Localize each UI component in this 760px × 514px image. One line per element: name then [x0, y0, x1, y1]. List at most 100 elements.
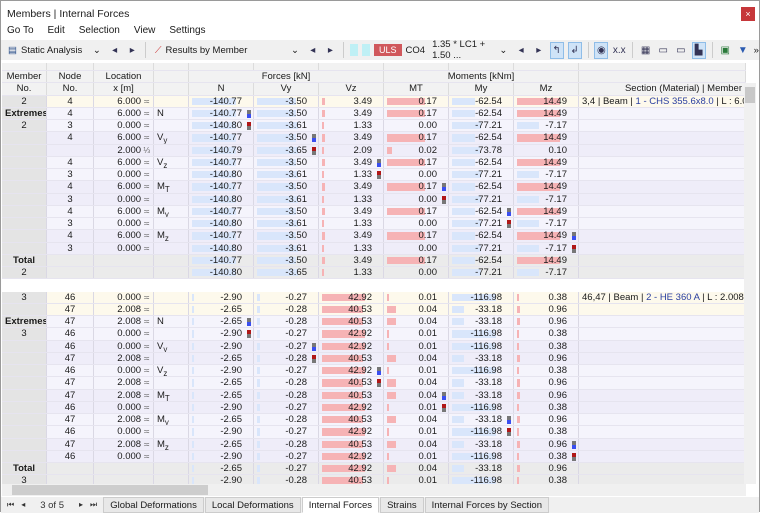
- value-bar: [257, 195, 298, 203]
- select-back-icon[interactable]: ↲: [567, 41, 582, 59]
- total-row[interactable]: Total -2.65 -0.27 42.92 0.04 -33.18 0.96: [2, 463, 746, 476]
- header-member-no[interactable]: No.: [2, 83, 47, 95]
- node-cell: [47, 254, 94, 266]
- horizontal-scrollbar[interactable]: [2, 484, 746, 496]
- extreme-row[interactable]: 3 46 0.000 ≍ -2.90 -0.27 42.92 0.01 -116.98 0.38: [2, 328, 746, 341]
- member-cell: [2, 340, 47, 352]
- header-vy[interactable]: Vy: [254, 83, 319, 95]
- extreme-row[interactable]: 46 0.000 ≍ -2.90 -0.27 42.92 0.01 -116.98 0.38: [2, 426, 746, 439]
- extreme-row[interactable]: 2.000 ⅓ -140.79 -3.65 2.09 0.02 -73.78 0.10: [2, 144, 746, 157]
- tab-global-deformations[interactable]: Global Deformations: [103, 497, 204, 513]
- value-cell: -2.90: [189, 340, 254, 352]
- extreme-row[interactable]: 47 2.008 ≍ -2.65 -0.28 40.53 0.04 -33.18 0.96: [2, 352, 746, 365]
- extreme-row[interactable]: 3 0.000 ≍ -140.80 -3.61 1.33 0.00 -77.21 -7.17: [2, 193, 746, 206]
- header-n[interactable]: N: [189, 83, 254, 95]
- extreme-row[interactable]: 46 0.000 ≍ Vz -2.90 -0.27 42.92 0.01 -116.98 0.3…: [2, 365, 746, 378]
- extreme-row[interactable]: 46 0.000 ≍ -2.90 -0.27 42.92 0.01 -116.98 0.38: [2, 401, 746, 414]
- header-section[interactable]: Section (Material) | Member: [579, 83, 746, 95]
- extreme-row[interactable]: 4 6.000 ≍ Mz -140.77 -3.50 3.49 0.17 -62.54 14.4…: [2, 230, 746, 243]
- next-page-icon[interactable]: ▸: [79, 499, 84, 509]
- extreme-row[interactable]: 3 0.000 ≍ -140.80 -3.61 1.33 0.00 -77.21 -7.17: [2, 242, 746, 255]
- member-row[interactable]: 47 2.008 ≍ -2.65 -0.28 40.53 0.04 -33.18 0.96: [2, 303, 746, 316]
- menu-goto[interactable]: Go To: [7, 25, 34, 36]
- header-location-x[interactable]: x [m]: [94, 83, 154, 95]
- value-bar: [257, 207, 297, 215]
- header-mt[interactable]: MT: [384, 83, 449, 95]
- close-button[interactable]: ×: [741, 7, 755, 21]
- value-cell: 0.96: [514, 303, 579, 315]
- header-vz[interactable]: Vz: [319, 83, 384, 95]
- first-page-icon[interactable]: ⏮: [7, 499, 15, 509]
- value-bar: [517, 232, 561, 240]
- extreme-row[interactable]: 47 2.008 ≍ -2.65 -0.28 40.53 0.04 -33.18 0.96: [2, 377, 746, 390]
- extreme-row[interactable]: 47 2.008 ≍ MT -2.65 -0.28 40.53 0.04 -33.18 0.96: [2, 389, 746, 402]
- location-type-icon: ≍: [141, 341, 150, 351]
- header-member[interactable]: Member: [2, 71, 47, 83]
- last-page-icon[interactable]: ⏭: [90, 499, 98, 509]
- header-node-no[interactable]: No.: [47, 83, 94, 95]
- tab-internal-forces[interactable]: Internal Forces: [301, 497, 380, 513]
- extreme-row[interactable]: 3 0.000 ≍ -140.80 -3.61 1.33 0.00 -77.21 -7.17: [2, 218, 746, 231]
- tab-local-deformations[interactable]: Local Deformations: [204, 497, 301, 513]
- prev-arrow-icon[interactable]: ◂: [518, 44, 524, 56]
- table-icon[interactable]: ▦: [640, 44, 651, 56]
- header-location[interactable]: Location: [94, 71, 154, 83]
- extreme-row[interactable]: 46 0.000 ≍ Vy -2.90 -0.27 42.92 0.01 -116.98 0.3…: [2, 340, 746, 353]
- menu-edit[interactable]: Edit: [47, 25, 65, 36]
- value-text: -2.65: [220, 377, 242, 389]
- value-cell: -116.98: [449, 401, 514, 413]
- extreme-row[interactable]: 4 6.000 ≍ Vy -140.77 -3.50 3.49 0.17 -62.54 14.4…: [2, 132, 746, 145]
- select-icon[interactable]: ↰: [549, 41, 564, 59]
- member-row[interactable]: 2 4 6.000 ≍ -140.77 -3.50 3.49 0.17 -62.54 14.49…: [2, 95, 746, 108]
- export-excel-icon[interactable]: ▣: [720, 44, 730, 56]
- extreme-row[interactable]: 4 6.000 ≍ MT -140.77 -3.50 3.49 0.17 -62.54 14.4…: [2, 181, 746, 194]
- value-bar: [192, 330, 194, 338]
- header-node[interactable]: Node: [47, 71, 94, 83]
- results-dropdown[interactable]: ⟋ Results by Member ⌄: [151, 41, 302, 59]
- next-arrow-icon[interactable]: ▸: [129, 44, 135, 56]
- value-cell: 3.49: [319, 95, 384, 107]
- extreme-row[interactable]: 3 0.000 ≍ -140.80 -3.61 1.33 0.00 -77.21 -7.17: [2, 169, 746, 182]
- total-row[interactable]: 3 -2.90 -0.28 40.53 0.01 -116.98 0.38: [2, 475, 746, 484]
- total-row[interactable]: 2 -140.80 -3.65 1.33 0.00 -77.21 -7.17: [2, 267, 746, 280]
- section-link[interactable]: 1 - CHS 355.6x8.0: [635, 95, 714, 107]
- tab-internal-forces-by-section[interactable]: Internal Forces by Section: [424, 497, 549, 513]
- more-icon[interactable]: »: [753, 44, 759, 56]
- extreme-row[interactable]: 47 2.008 ≍ My -2.65 -0.28 40.53 0.04 -33.18 0.96: [2, 414, 746, 427]
- section-icon[interactable]: ▙: [691, 41, 706, 59]
- value-cell: -140.77: [189, 132, 254, 144]
- next-arrow-icon[interactable]: ▸: [327, 44, 333, 56]
- section-link[interactable]: 2 - HE 360 A: [646, 291, 700, 303]
- member-row[interactable]: 3 46 0.000 ≍ -2.90 -0.27 42.92 0.01 -116.98 0.38…: [2, 291, 746, 304]
- value-cell: 0.96: [514, 316, 579, 328]
- menu-settings[interactable]: Settings: [169, 25, 206, 36]
- extreme-row[interactable]: 4 6.000 ≍ Vz -140.77 -3.50 3.49 0.17 -62.54 14.4…: [2, 156, 746, 169]
- view-result-icon[interactable]: ◉: [594, 41, 609, 59]
- next-arrow-icon[interactable]: ▸: [536, 44, 542, 56]
- filter-icon[interactable]: ▼: [737, 44, 748, 56]
- values-icon[interactable]: x.x: [612, 44, 626, 56]
- extreme-row[interactable]: 47 2.008 ≍ Mz -2.65 -0.28 40.53 0.04 -33.18 0.96: [2, 438, 746, 451]
- combo-dropdown[interactable]: 1.35 * LC1 + 1.50 ... ⌄: [429, 39, 511, 61]
- table-column-icon[interactable]: ▭: [676, 44, 686, 56]
- header-my[interactable]: My: [449, 83, 514, 95]
- menu-view[interactable]: View: [133, 25, 156, 36]
- table-filter-icon[interactable]: ▭: [658, 44, 668, 56]
- extreme-row[interactable]: Extremes 4 6.000 ≍ N -140.77 -3.50 3.49 0.17 -62…: [2, 107, 746, 120]
- value-cell: 14.49: [514, 230, 579, 242]
- extreme-row[interactable]: Extremes 47 2.008 ≍ N -2.65 -0.28 40.53 0.04 -33…: [2, 316, 746, 329]
- prev-arrow-icon[interactable]: ◂: [112, 44, 118, 56]
- prev-arrow-icon[interactable]: ◂: [310, 44, 316, 56]
- value-cell: -2.90: [189, 450, 254, 462]
- extreme-row[interactable]: 46 0.000 ≍ -2.90 -0.27 42.92 0.01 -116.98 0.38: [2, 450, 746, 463]
- tab-strains[interactable]: Strains: [380, 497, 424, 513]
- extreme-row[interactable]: 2 3 0.000 ≍ -140.80 -3.61 1.33 0.00 -77.21 -7.17: [2, 120, 746, 133]
- analysis-dropdown[interactable]: ▤ Static Analysis ⌄: [5, 41, 104, 59]
- total-row[interactable]: Total -140.77 -3.50 3.49 0.17 -62.54 14.49: [2, 254, 746, 267]
- section-cell: [579, 365, 746, 377]
- menu-selection[interactable]: Selection: [78, 25, 120, 36]
- extreme-row[interactable]: 4 6.000 ≍ My -140.77 -3.50 3.49 0.17 -62.54 14.4…: [2, 205, 746, 218]
- header-mz[interactable]: Mz: [514, 83, 579, 95]
- vertical-scrollbar[interactable]: [744, 83, 756, 484]
- prev-page-icon[interactable]: ◂: [21, 499, 26, 509]
